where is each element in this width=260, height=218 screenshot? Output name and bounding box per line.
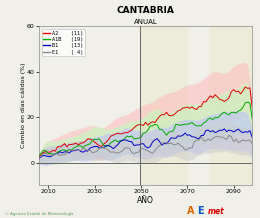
Text: ANUAL: ANUAL xyxy=(134,19,158,25)
X-axis label: AÑO: AÑO xyxy=(137,196,154,205)
Text: © Agencia Estatal de Meteorología: © Agencia Estatal de Meteorología xyxy=(5,212,74,216)
Bar xyxy=(211,26,252,185)
Text: met: met xyxy=(208,207,225,216)
Bar xyxy=(141,26,187,185)
Y-axis label: Cambio en días cálidos (%): Cambio en días cálidos (%) xyxy=(20,63,25,148)
Text: E: E xyxy=(198,206,204,216)
Text: A: A xyxy=(187,206,195,216)
Text: CANTABRIA: CANTABRIA xyxy=(117,6,174,15)
Legend: A2    (11), A1B   (19), B1    (13), E1    ( 4): A2 (11), A1B (19), B1 (13), E1 ( 4) xyxy=(42,29,85,56)
